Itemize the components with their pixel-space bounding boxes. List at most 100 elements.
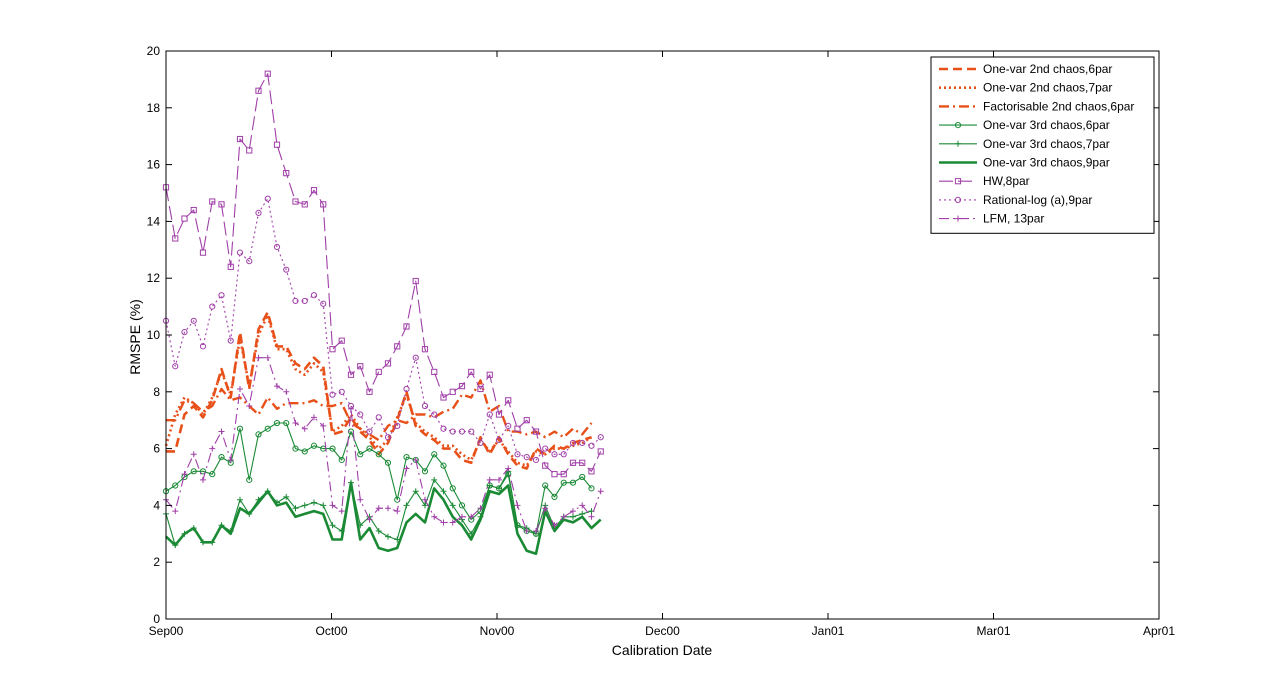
data-point — [514, 451, 521, 458]
data-point — [394, 343, 401, 350]
data-point — [301, 448, 308, 455]
data-point — [458, 513, 465, 520]
data-point — [255, 209, 262, 216]
data-point — [560, 479, 567, 486]
data-point — [375, 414, 382, 421]
data-point — [273, 243, 281, 251]
data-point — [588, 513, 595, 520]
data-point — [227, 337, 234, 344]
data-point — [329, 346, 336, 353]
data-point — [551, 451, 558, 458]
data-point — [273, 141, 281, 148]
data-point — [375, 368, 382, 376]
y-tick-label: 12 — [147, 271, 161, 285]
y-tick-label: 6 — [153, 442, 160, 456]
data-point — [569, 459, 577, 466]
x-tick-label: Nov00 — [480, 624, 515, 638]
x-tick-label: Sep00 — [149, 624, 184, 638]
data-point — [199, 476, 206, 483]
data-point — [209, 445, 216, 452]
data-point — [403, 385, 410, 393]
data-point — [523, 417, 530, 424]
data-point — [181, 215, 188, 222]
data-point — [431, 411, 438, 418]
data-point — [246, 258, 253, 265]
data-point — [283, 388, 290, 395]
data-point — [283, 419, 290, 427]
data-point — [394, 422, 401, 429]
data-point — [384, 533, 391, 540]
data-point — [542, 505, 549, 512]
legend-label: Rational-log (a),9par — [983, 193, 1092, 207]
legend-label: HW,8par — [983, 174, 1030, 188]
data-point — [357, 363, 364, 370]
data-point — [338, 388, 345, 395]
data-point — [310, 292, 318, 299]
data-point — [955, 140, 961, 147]
data-point — [264, 195, 271, 202]
data-point — [449, 502, 456, 509]
data-point — [431, 451, 438, 458]
series-2 — [164, 313, 593, 467]
data-point — [310, 442, 318, 449]
data-point — [190, 317, 197, 324]
data-point — [199, 249, 207, 256]
data-point — [366, 516, 373, 523]
data-point — [181, 329, 188, 336]
y-tick-label: 10 — [147, 328, 161, 342]
series-7 — [162, 70, 604, 478]
data-point — [246, 147, 253, 154]
series-line — [165, 422, 592, 535]
data-point — [172, 235, 179, 242]
data-point — [329, 522, 336, 529]
data-point — [218, 428, 225, 435]
data-point — [403, 454, 410, 461]
legend-item: One-var 2nd chaos,7par — [939, 81, 1112, 95]
data-point — [199, 468, 207, 475]
data-point — [551, 522, 558, 529]
data-point — [597, 434, 604, 441]
data-point — [172, 482, 179, 489]
data-point — [218, 201, 225, 208]
data-point — [449, 519, 456, 526]
axes: 0 2 4 6 8 10 12 14 16 18 20 Sep00 Oct00 Nov00 Dec00 Jan… — [147, 44, 1176, 638]
legend-item: HW,8par — [939, 174, 1030, 188]
data-point — [394, 508, 401, 515]
legend-item: Factorisable 2nd chaos,6par — [939, 99, 1134, 113]
data-point — [431, 476, 438, 483]
data-point — [954, 196, 962, 203]
data-point — [431, 513, 438, 520]
data-point — [412, 277, 419, 285]
data-point — [301, 425, 308, 432]
y-tick-label: 20 — [147, 44, 161, 58]
data-point — [440, 425, 447, 432]
data-point — [190, 206, 197, 214]
data-point — [495, 411, 503, 418]
data-point — [172, 363, 179, 370]
data-point — [283, 493, 290, 500]
data-point — [292, 198, 299, 205]
series-3 — [166, 379, 593, 442]
data-point — [588, 442, 595, 449]
data-point — [403, 465, 410, 472]
x-tick-label: Mar01 — [976, 624, 1010, 638]
data-point — [412, 354, 419, 361]
data-point — [209, 303, 216, 310]
data-point — [357, 411, 364, 418]
data-point — [394, 496, 401, 503]
data-point — [551, 493, 558, 500]
data-point — [542, 445, 549, 452]
data-point — [505, 397, 512, 404]
data-point — [366, 445, 373, 452]
data-point — [458, 383, 466, 390]
data-point — [292, 445, 299, 452]
data-point — [329, 445, 336, 452]
data-point — [514, 502, 521, 509]
data-point — [458, 428, 466, 435]
data-point — [320, 422, 327, 429]
data-point — [292, 505, 299, 512]
data-point — [209, 471, 216, 478]
data-point — [468, 368, 475, 376]
data-point — [246, 476, 253, 483]
